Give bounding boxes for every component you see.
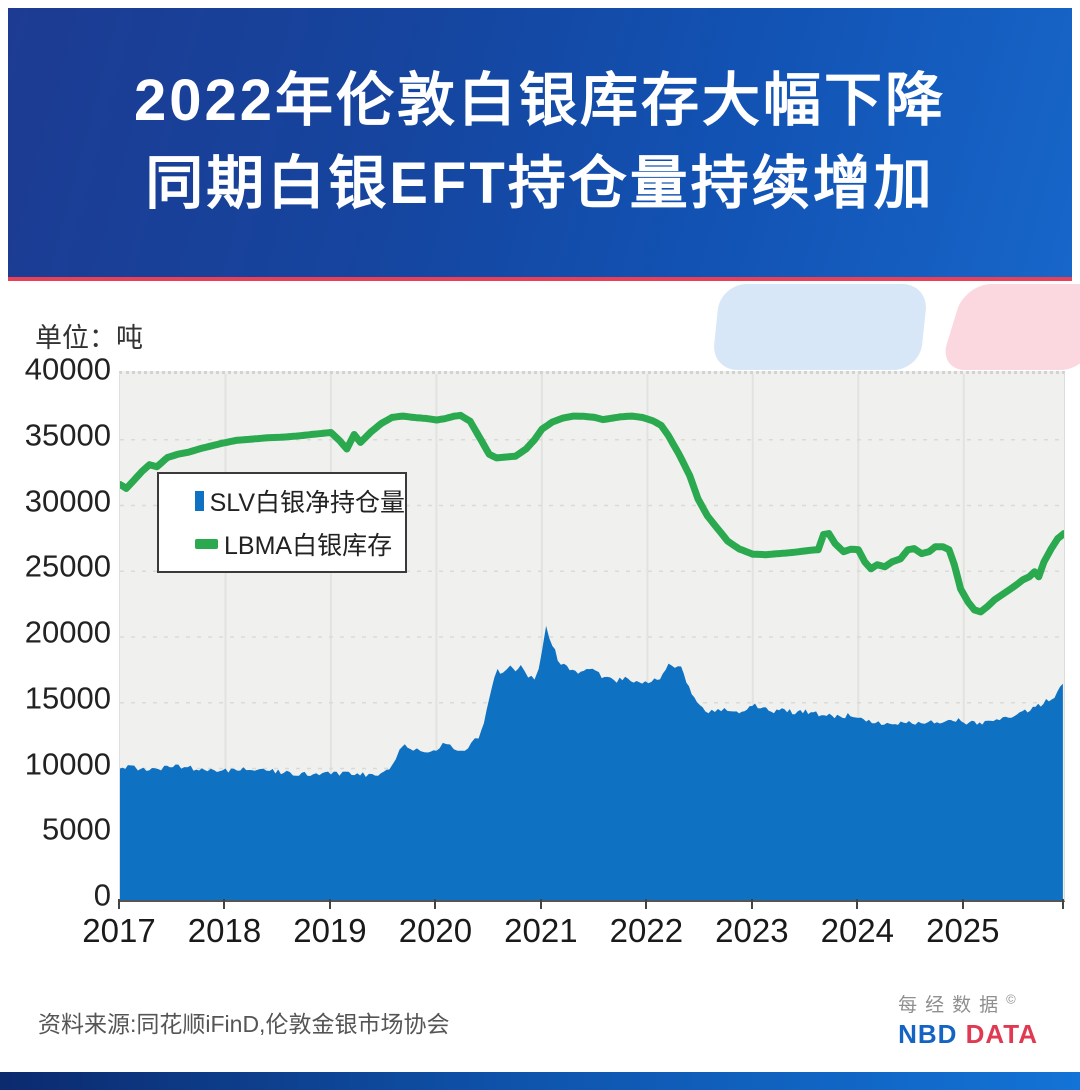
y-axis-label: 35000 (24, 417, 111, 453)
x-axis-tick (961, 899, 964, 909)
x-axis-label: 2022 (609, 912, 684, 949)
unit-label: 单位：吨 (35, 323, 143, 353)
legend-item-lbma: LBMA白银库存 (195, 526, 405, 562)
chart-plot-area (119, 371, 1065, 902)
nbd-data-logo: 每经数据© NBD DATA (898, 990, 1038, 1050)
y-axis-label: 5000 (42, 811, 111, 847)
logo-chinese-text: 每经数据© (898, 991, 1016, 1016)
y-axis-label: 0 (93, 877, 111, 913)
x-axis-tick (434, 899, 437, 909)
x-axis-label: 2019 (293, 912, 367, 949)
logo-english-text: NBD DATA (898, 1019, 1038, 1049)
x-axis-tick (223, 899, 226, 909)
slv-area-swatch-icon (195, 491, 204, 511)
chart-canvas (120, 374, 1064, 900)
x-axis-label: 2017 (82, 912, 156, 949)
y-axis-label: 25000 (24, 548, 111, 584)
x-axis-label: 2020 (398, 912, 473, 949)
x-axis-tick (328, 899, 331, 909)
x-axis-label: 2025 (926, 912, 1000, 949)
x-axis-tick (1062, 899, 1064, 909)
x-axis-tick (118, 899, 120, 909)
x-axis-tick (539, 899, 542, 909)
decorative-blue-shape (711, 284, 929, 370)
header-banner: 2022年伦敦白银库存大幅下降 同期白银EFT持仓量持续增加 (8, 8, 1072, 281)
x-axis-label: 2018 (187, 912, 262, 949)
legend-item-slv: SLV白银净持仓量 (195, 483, 405, 519)
y-axis-label: 10000 (24, 746, 111, 782)
y-axis-label: 40000 (24, 351, 111, 387)
y-axis-label: 15000 (24, 680, 111, 716)
decorative-pink-shape (938, 284, 1080, 370)
copyright-icon: © (1006, 991, 1016, 1007)
x-axis-tick (750, 899, 753, 909)
y-axis-label: 30000 (24, 483, 111, 519)
page-title-line2: 同期白银EFT持仓量持续增加 (145, 150, 935, 216)
x-axis-label: 2023 (715, 912, 789, 949)
y-axis-label: 20000 (24, 614, 111, 650)
lbma-line-series (120, 411, 1064, 616)
x-axis-label: 2021 (504, 912, 578, 949)
slv-area-series (120, 625, 1063, 900)
legend-label-slv: SLV白银净持仓量 (209, 489, 405, 517)
x-axis-tick (856, 899, 859, 909)
data-source-note: 资料来源:同花顺iFinD,伦敦金银市场协会 (38, 1011, 450, 1037)
x-axis-label: 2024 (820, 912, 895, 949)
legend-label-lbma: LBMA白银库存 (224, 532, 393, 560)
page-title-line1: 2022年伦敦白银库存大幅下降 (133, 68, 947, 134)
chart-legend: SLV白银净持仓量 LBMA白银库存 (157, 472, 407, 573)
bottom-accent-bar (0, 1072, 1080, 1090)
lbma-line-swatch-icon (195, 539, 218, 549)
x-axis-tick (645, 899, 648, 909)
